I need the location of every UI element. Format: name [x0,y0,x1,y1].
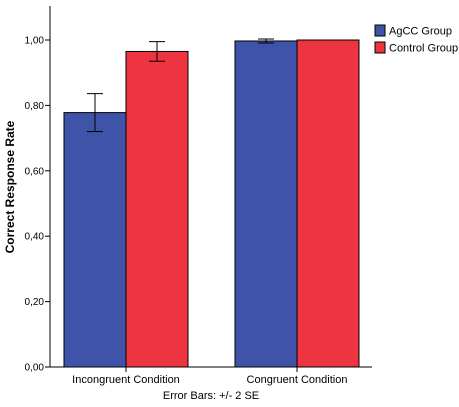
x-category-label: Incongruent Condition [72,374,180,386]
legend-swatch [374,24,386,37]
y-tick-label: 0,20 [25,297,45,308]
error-bars [87,38,274,133]
bars [63,39,360,368]
y-tick-label: 0,40 [25,232,45,243]
bar-agcc-group-1 [234,40,298,368]
y-tick-label: 0,00 [25,363,45,374]
y-axis-ticks: 0,00 0,20 0,40 0,60 0,80 1,00 [25,36,50,374]
legend-label: Control Group [389,43,458,55]
legend-swatch [374,41,386,54]
bar-agcc-group-0 [63,112,127,368]
bar-control-group-1 [296,39,360,368]
legend-label: AgCC Group [389,26,452,38]
x-category-label: Congruent Condition [247,374,348,386]
legend: AgCC Group Control Group [374,24,458,55]
y-axis-label: Correct Response Rate [3,120,17,253]
y-tick-label: 0,80 [25,101,45,112]
y-tick-label: 1,00 [25,36,45,47]
x-axis-labels: Incongruent Condition Congruent Condition [72,367,347,386]
error-bars-footnote: Error Bars: +/- 2 SE [163,390,259,402]
bar-control-group-0 [125,50,189,368]
y-tick-label: 0,60 [25,166,45,177]
